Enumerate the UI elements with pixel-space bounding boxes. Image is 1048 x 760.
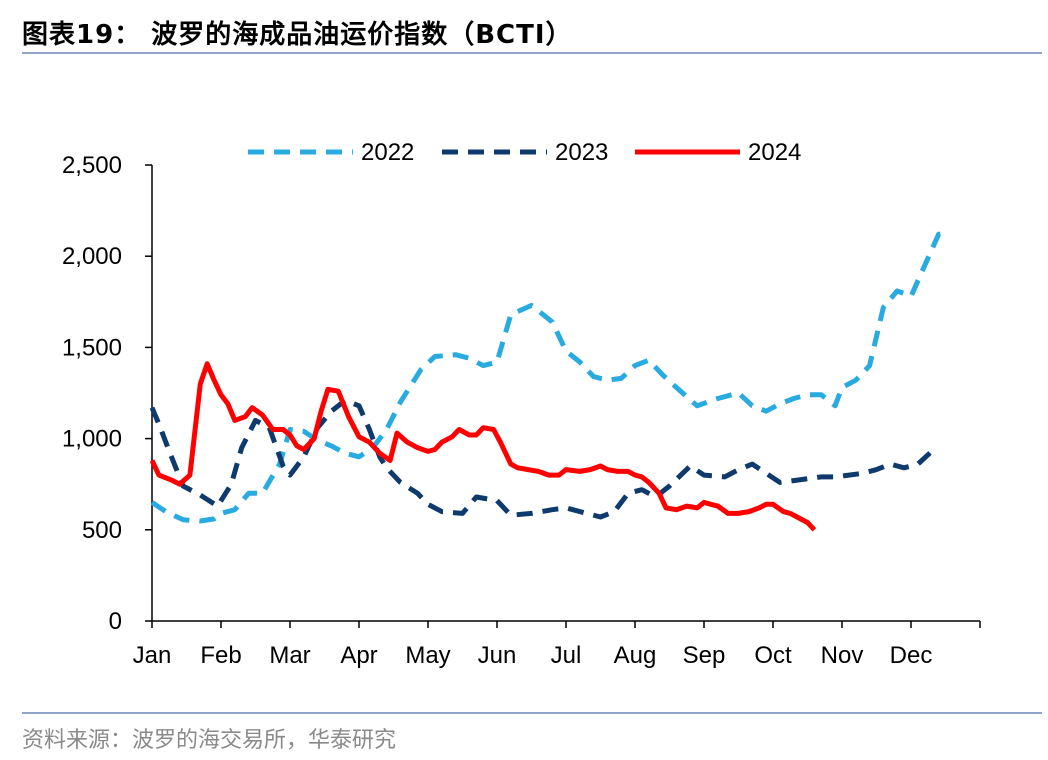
x-tick-label: Oct	[754, 642, 792, 669]
figure-title: 图表19： 波罗的海成品油运价指数（BCTI）	[22, 20, 573, 50]
x-tick-label: Aug	[614, 642, 657, 669]
y-tick-label: 0	[109, 608, 122, 635]
y-tick-label: 1,000	[62, 426, 122, 453]
series-line-2024	[149, 361, 817, 532]
y-tick-label: 1,500	[62, 334, 122, 361]
x-tick-label: Jun	[478, 642, 517, 669]
x-tick-label: Sep	[683, 642, 726, 669]
y-tick-label: 2,000	[62, 243, 122, 270]
legend-label-2024: 2024	[748, 139, 801, 166]
source-note: 资料来源：波罗的海交易所，华泰研究	[22, 728, 397, 753]
x-tick-label: Dec	[890, 642, 933, 669]
y-tick-label: 2,500	[62, 152, 122, 179]
x-tick-label: Jan	[133, 642, 172, 669]
chart-canvas: 0 500 1,000 1,500 2,000 2,500 Jan Feb Mar Apr May J…	[62, 139, 981, 669]
series-line-2023	[149, 397, 940, 520]
top-rule	[22, 52, 1042, 54]
x-tick-label: Feb	[200, 642, 241, 669]
x-tick-label: Mar	[269, 642, 310, 669]
y-tick-label: 500	[82, 517, 122, 544]
x-tick-label: Apr	[340, 642, 377, 669]
legend-label-2022: 2022	[361, 139, 414, 166]
x-tick-label: Nov	[821, 642, 864, 669]
x-tick-label: Jul	[551, 642, 582, 669]
bottom-rule	[22, 712, 1042, 714]
legend-label-2023: 2023	[555, 139, 608, 166]
x-tick-label: May	[405, 642, 450, 669]
